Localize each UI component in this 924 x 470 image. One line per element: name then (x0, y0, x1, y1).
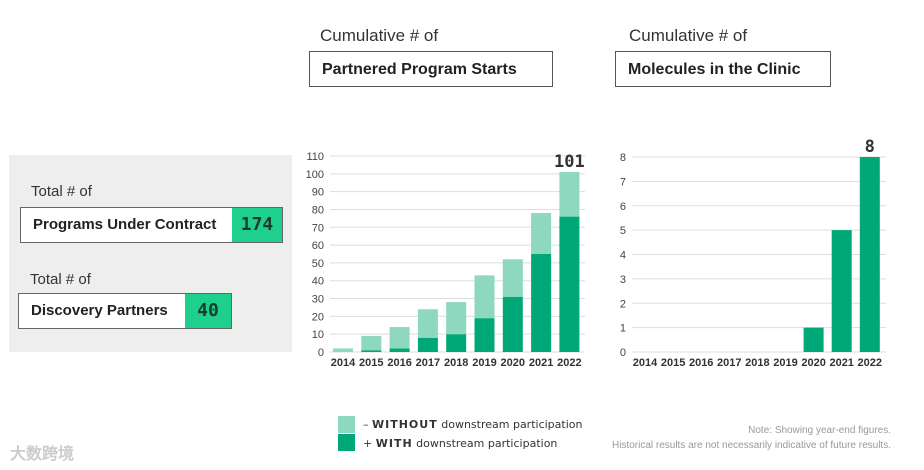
kpi-prefix: Total # of (31, 183, 92, 200)
legend-sign: – (363, 418, 369, 431)
bar-molecules-2021 (831, 230, 852, 352)
x-tick-label: 2018 (444, 357, 468, 369)
note-disclaimer: Historical results are not necessarily i… (611, 440, 891, 451)
x-tick-label: 2022 (858, 357, 882, 369)
data-label: 8 (865, 137, 875, 157)
y-tick-label: 6 (620, 201, 626, 213)
y-tick-label: 2 (620, 298, 626, 310)
legend-bold: WITH (375, 437, 413, 450)
y-tick-label: 10 (312, 329, 324, 341)
y-tick-label: 1 (620, 323, 626, 335)
x-tick-label: 2020 (801, 357, 825, 369)
x-tick-label: 2014 (633, 357, 658, 369)
kpi-programs-under-contract: Programs Under Contract 174 (20, 207, 283, 243)
note-year-end: Note: Showing year-end figures. (748, 425, 891, 436)
y-tick-label: 50 (312, 258, 324, 270)
kpi-value: 174 (232, 208, 282, 242)
bar-without-2019 (474, 275, 495, 319)
x-tick-label: 2017 (416, 357, 440, 369)
chart2-title: Molecules in the Clinic (615, 51, 831, 87)
x-tick-label: 2022 (557, 357, 581, 369)
chart1-title: Partnered Program Starts (309, 51, 553, 87)
legend-text: downstream participation (437, 418, 583, 431)
bar-without-2014 (333, 348, 353, 352)
kpi-prefix: Total # of (30, 271, 91, 288)
bar-without-2017 (417, 309, 438, 338)
y-tick-label: 5 (620, 225, 626, 237)
y-tick-label: 110 (306, 151, 324, 163)
bar-molecules-2020 (803, 327, 824, 352)
bar-without-2016 (389, 327, 410, 349)
x-tick-label: 2021 (829, 357, 853, 369)
bar-molecules-2022 (859, 157, 880, 352)
bar-without-2021 (531, 213, 552, 254)
legend-sign: + (363, 437, 373, 450)
y-tick-label: 0 (620, 347, 626, 359)
bar-without-2018 (446, 302, 467, 335)
legend-text: downstream participation (412, 437, 558, 450)
bar-with-2019 (474, 318, 495, 352)
y-tick-label: 8 (620, 152, 626, 164)
y-tick-label: 20 (312, 311, 324, 323)
x-tick-label: 2016 (387, 357, 411, 369)
y-tick-label: 90 (312, 187, 324, 199)
y-tick-label: 70 (312, 222, 324, 234)
y-tick-label: 7 (620, 176, 626, 188)
legend-swatch-without (338, 416, 355, 433)
kpi-label: Programs Under Contract (33, 216, 217, 233)
x-tick-label: 2019 (472, 357, 496, 369)
kpi-value: 40 (185, 294, 231, 328)
chart1-subtitle: Cumulative # of (320, 26, 439, 45)
chart2-subtitle: Cumulative # of (629, 26, 748, 45)
x-tick-label: 2017 (717, 357, 741, 369)
legend-item-with: + WITH downstream participation (363, 437, 557, 450)
y-tick-label: 40 (312, 276, 324, 288)
x-tick-label: 2020 (501, 357, 525, 369)
y-tick-label: 0 (318, 347, 324, 359)
kpi-label: Discovery Partners (31, 302, 168, 319)
x-tick-label: 2014 (331, 357, 356, 369)
legend-bold: WITHOUT (372, 418, 438, 431)
bar-without-2015 (361, 335, 382, 351)
x-tick-label: 2021 (529, 357, 553, 369)
bar-with-2016 (389, 348, 410, 352)
data-label: 101 (554, 152, 585, 172)
legend-item-without: – WITHOUT downstream participation (363, 418, 582, 431)
legend-swatch-with (338, 434, 355, 451)
x-tick-label: 2018 (745, 357, 769, 369)
bar-with-2018 (446, 334, 467, 352)
watermark: 大数跨境 (10, 446, 75, 463)
x-tick-label: 2015 (661, 357, 685, 369)
y-tick-label: 60 (312, 240, 324, 252)
bar-without-2022 (559, 172, 580, 217)
kpi-discovery-partners: Discovery Partners 40 (18, 293, 232, 329)
y-tick-label: 80 (312, 204, 324, 216)
x-tick-label: 2015 (359, 357, 383, 369)
x-tick-label: 2019 (773, 357, 797, 369)
bar-with-2015 (361, 350, 382, 352)
y-tick-label: 100 (306, 169, 324, 181)
bar-without-2020 (502, 259, 523, 297)
y-tick-label: 4 (620, 250, 626, 262)
bar-with-2021 (531, 254, 552, 352)
x-tick-label: 2016 (689, 357, 713, 369)
y-tick-label: 30 (312, 294, 324, 306)
y-tick-label: 3 (620, 274, 626, 286)
bar-with-2020 (502, 296, 523, 352)
bar-with-2017 (417, 337, 438, 352)
bar-with-2022 (559, 216, 580, 352)
